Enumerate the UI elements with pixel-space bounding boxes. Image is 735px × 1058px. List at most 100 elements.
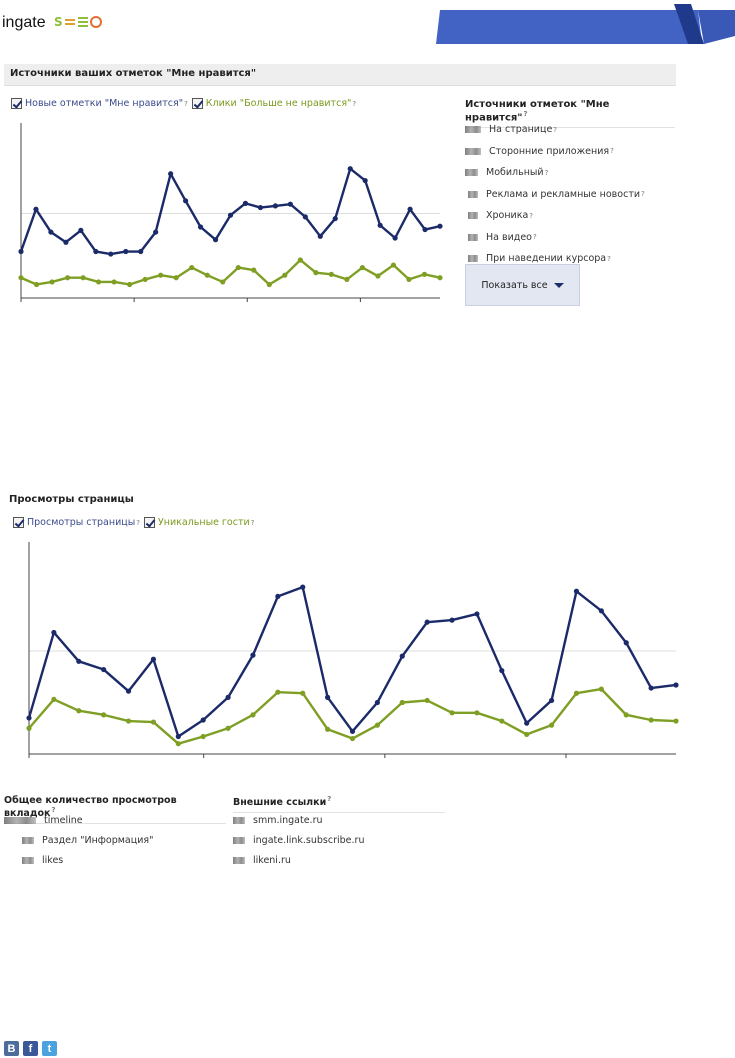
views-chart-svg [26, 542, 679, 758]
data-point [48, 229, 54, 235]
data-point [499, 667, 505, 674]
data-point [332, 215, 338, 222]
data-point [26, 715, 32, 721]
header-banner [436, 4, 735, 44]
external-link-item[interactable]: smm.ingate.ru [233, 815, 323, 826]
tab-views-item[interactable]: likes [22, 855, 63, 866]
help-icon[interactable]: ? [544, 168, 549, 177]
likes-chart [4, 118, 443, 322]
facebook-icon[interactable]: f [23, 1041, 38, 1056]
data-point [272, 203, 278, 209]
tab-views-title: Общее количество просмотров вкладок? [4, 795, 226, 825]
data-point [377, 222, 383, 228]
data-point [108, 251, 114, 257]
series-line [28, 687, 677, 745]
help-icon[interactable]: ? [184, 99, 188, 108]
data-point [282, 272, 288, 278]
data-point [623, 640, 629, 646]
data-point [524, 720, 530, 726]
unique-visitors-checkbox[interactable] [143, 517, 155, 528]
help-icon[interactable]: ? [607, 254, 611, 263]
help-icon[interactable]: ? [523, 110, 528, 118]
data-point [399, 699, 405, 706]
help-icon[interactable]: ? [352, 99, 357, 108]
data-point [437, 223, 443, 229]
help-icon[interactable]: ? [553, 125, 558, 134]
data-point [300, 584, 306, 590]
data-point [101, 712, 107, 718]
value-bar [4, 817, 36, 824]
source-item-mobile[interactable]: Мобильный? [465, 162, 675, 184]
help-icon[interactable]: ? [250, 518, 255, 527]
data-point [275, 689, 281, 695]
data-point [275, 593, 281, 600]
external-link-item[interactable]: likeni.ru [233, 855, 291, 866]
source-color-icon [468, 190, 478, 198]
seo-logo-icon: S [54, 15, 102, 29]
series-line [19, 167, 441, 256]
help-icon[interactable]: ? [610, 147, 614, 156]
likes-section-header: Источники ваших отметок "Мне нравится" [4, 64, 676, 86]
twitter-icon[interactable]: t [42, 1041, 57, 1056]
data-point [18, 248, 24, 255]
views-legend: Просмотры страницы ? Уникальные гости ? [13, 517, 258, 528]
source-item-timeline[interactable]: Хроника? [465, 205, 675, 227]
unique-visitors-label: Уникальные гости [157, 517, 250, 528]
page-views-label: Просмотры страницы [27, 517, 136, 528]
source-color-icon [468, 212, 478, 220]
tab-views-item[interactable]: timeline [4, 815, 83, 826]
data-point [347, 166, 353, 172]
data-point [375, 273, 381, 279]
help-icon[interactable]: ? [641, 190, 645, 199]
help-icon[interactable]: ? [327, 795, 332, 803]
help-icon[interactable]: ? [51, 806, 56, 814]
brand-logo: ingate [2, 14, 46, 31]
source-item-ads[interactable]: Реклама и рекламные новости? [465, 184, 675, 206]
data-point [474, 611, 480, 617]
external-link-item[interactable]: ingate.link.subscribe.ru [233, 835, 364, 846]
source-item-on-page[interactable]: На странице? [465, 119, 675, 141]
data-point [138, 248, 144, 255]
data-point [302, 214, 308, 220]
data-point [573, 690, 580, 696]
data-point [189, 264, 195, 271]
data-point [287, 201, 293, 207]
data-point [123, 248, 129, 255]
data-point [349, 728, 356, 734]
source-item-video[interactable]: На видео? [465, 227, 675, 249]
data-point [673, 718, 679, 724]
data-point [158, 272, 164, 278]
data-point [125, 688, 132, 694]
data-point [266, 281, 272, 288]
vk-icon[interactable]: В [4, 1041, 19, 1056]
source-color-icon [465, 126, 481, 134]
sources-panel-title: Источники отметок "Мне нравится"? [465, 99, 675, 129]
source-item-hover[interactable]: При наведении курсора? [465, 248, 675, 270]
data-point [93, 248, 99, 255]
help-icon[interactable]: ? [532, 233, 537, 242]
page-views-checkbox[interactable] [13, 517, 24, 528]
data-point [421, 271, 428, 277]
data-point [300, 690, 306, 696]
data-point [250, 652, 256, 658]
source-color-icon [465, 169, 478, 177]
help-icon[interactable]: ? [136, 518, 140, 527]
help-icon[interactable]: ? [529, 211, 534, 220]
unlike-clicks-checkbox[interactable] [191, 98, 203, 109]
data-point [76, 708, 82, 714]
sources-list: На странице? Сторонние приложения? Мобил… [465, 119, 675, 270]
data-point [623, 712, 629, 718]
source-color-icon [465, 147, 481, 155]
data-point [51, 696, 57, 703]
value-bar [233, 817, 245, 824]
views-chart [4, 540, 680, 780]
show-all-button[interactable]: Показать все [465, 264, 580, 306]
tab-views-item[interactable]: Раздел "Информация" [22, 835, 153, 846]
data-point [250, 712, 256, 718]
data-point [349, 735, 356, 742]
source-item-apps[interactable]: Сторонние приложения? [465, 141, 675, 163]
data-point [225, 725, 231, 731]
value-bar [22, 837, 34, 844]
new-likes-checkbox[interactable] [11, 98, 22, 109]
data-point [449, 710, 455, 716]
